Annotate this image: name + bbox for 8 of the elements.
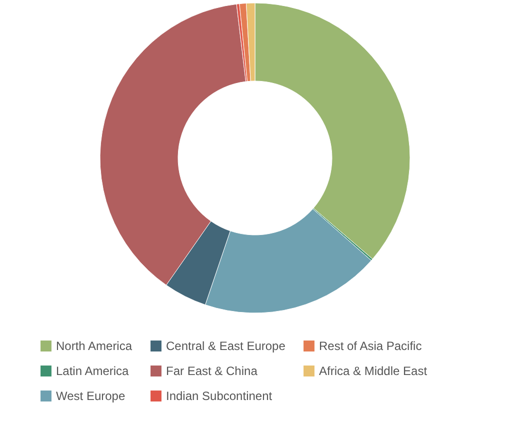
- legend-label: Africa & Middle East: [319, 364, 428, 378]
- legend-label: Far East & China: [166, 364, 258, 378]
- legend-label: Indian Subcontinent: [166, 389, 273, 403]
- legend-label: Central & East Europe: [166, 339, 286, 353]
- legend-label: North America: [56, 339, 132, 353]
- legend-label: Rest of Asia Pacific: [319, 339, 422, 353]
- legend-label: West Europe: [56, 389, 126, 403]
- legend-label: Latin America: [56, 364, 130, 378]
